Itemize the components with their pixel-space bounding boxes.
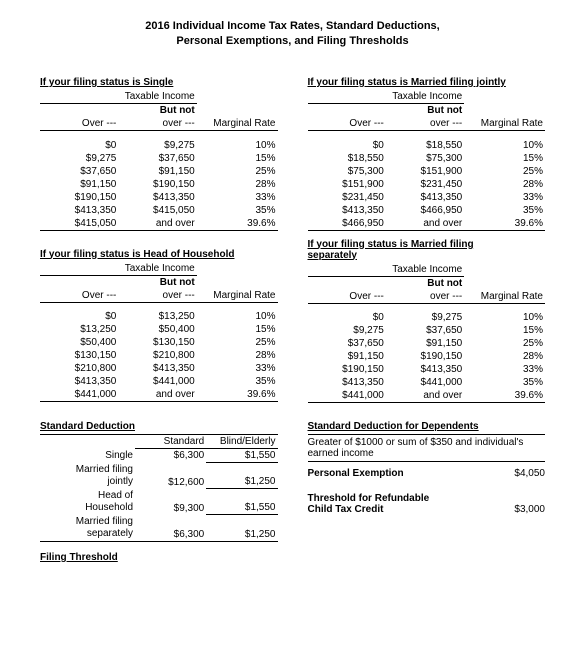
value-pe: $4,050 [514, 468, 545, 479]
col-single: If your filing status is Single Taxable … [40, 67, 278, 231]
col-hoh: If your filing status is Head of Househo… [40, 239, 278, 404]
th-over: Over --- [40, 117, 118, 131]
table-row: $190,150$413,35033% [308, 363, 546, 376]
table-row: $415,050and over39.6% [40, 217, 278, 231]
table-row: Head ofHousehold $9,300 $1,550 [40, 489, 278, 515]
th-blind: Blind/Elderly [206, 435, 277, 449]
columns-row3: Standard Deduction Standard Blind/Elderl… [40, 411, 545, 565]
table-row: $413,350$466,95035% [308, 204, 546, 217]
tbody-mfj: $0$18,55010%$18,550$75,30015%$75,300$151… [308, 139, 546, 231]
table-row: $466,950and over39.6% [308, 217, 546, 231]
tbody-mfs: $0$9,27510%$9,275$37,65015%$37,650$91,15… [308, 311, 546, 403]
heading-stdded: Standard Deduction [40, 421, 278, 432]
table-row: $441,000and over39.6% [308, 389, 546, 403]
table-row: $0$9,27510% [40, 139, 278, 152]
heading-mfj: If your filing status is Married filing … [308, 77, 546, 88]
th-taxinc: Taxable Income [40, 90, 197, 104]
columns-row1: If your filing status is Single Taxable … [40, 67, 545, 231]
table-row: $130,150$210,80028% [40, 349, 278, 362]
note-depded: Greater of $1000 or sum of $350 and indi… [308, 434, 546, 462]
table-row: $91,150$190,15028% [40, 178, 278, 191]
title-line1: 2016 Individual Income Tax Rates, Standa… [40, 20, 545, 32]
row-personal-exemption: Personal Exemption $4,050 [308, 468, 546, 479]
tbody-single: $0$9,27510%$9,275$37,65015%$37,650$91,15… [40, 139, 278, 231]
heading-mfs-1: If your filing status is Married filing [308, 239, 546, 250]
col-stdded: Standard Deduction Standard Blind/Elderl… [40, 411, 278, 565]
table-row: $75,300$151,90025% [308, 165, 546, 178]
table-row: Single $6,300 $1,550 [40, 449, 278, 463]
table-row: $0$13,25010% [40, 310, 278, 323]
th-rate: Marginal Rate [197, 117, 278, 131]
title-line2: Personal Exemptions, and Filing Threshol… [40, 35, 545, 47]
table-mfj: Taxable Income But not Over ---over ---M… [308, 90, 546, 231]
table-hoh: Taxable Income But not Over ---over ---M… [40, 262, 278, 403]
table-row: $210,800$413,35033% [40, 362, 278, 375]
heading-filingthresh: Filing Threshold [40, 552, 278, 563]
label-pe: Personal Exemption [308, 468, 404, 479]
columns-row2: If your filing status is Head of Househo… [40, 239, 545, 404]
table-row: $413,350$441,00035% [308, 376, 546, 389]
heading-depded: Standard Deduction for Dependents [308, 421, 546, 432]
table-row: $441,000and over39.6% [40, 388, 278, 402]
table-row: $151,900$231,45028% [308, 178, 546, 191]
value-ctc: $3,000 [514, 504, 545, 515]
table-row: $0$9,27510% [308, 311, 546, 324]
table-row: $91,150$190,15028% [308, 350, 546, 363]
heading-mfs-2: separately [308, 250, 546, 261]
table-row: $9,275$37,65015% [308, 324, 546, 337]
table-row: $0$18,55010% [308, 139, 546, 152]
table-row: $231,450$413,35033% [308, 191, 546, 204]
table-row: Married filingseparately $6,300 $1,250 [40, 515, 278, 542]
table-row: $37,650$91,15025% [40, 165, 278, 178]
table-stdded: Standard Blind/Elderly Single $6,300 $1,… [40, 434, 278, 542]
table-row: Married filingjointly $12,600 $1,250 [40, 463, 278, 489]
table-row: $190,150$413,35033% [40, 191, 278, 204]
heading-single: If your filing status is Single [40, 77, 278, 88]
th-butnot: But not [118, 104, 196, 118]
heading-hoh: If your filing status is Head of Househo… [40, 249, 278, 260]
th-over2: over --- [118, 117, 196, 131]
table-row: $37,650$91,15025% [308, 337, 546, 350]
label-ctc2: Child Tax Credit [308, 504, 384, 515]
table-row: $9,275$37,65015% [40, 152, 278, 165]
col-mfj: If your filing status is Married filing … [308, 67, 546, 231]
row-ctc: Child Tax Credit $3,000 [308, 504, 546, 515]
table-row: $50,400$130,15025% [40, 336, 278, 349]
th-standard: Standard [135, 435, 206, 449]
table-row: $413,350$415,05035% [40, 204, 278, 217]
tbody-hoh: $0$13,25010%$13,250$50,40015%$50,400$130… [40, 310, 278, 402]
table-mfs: Taxable Income But not Over ---over ---M… [308, 263, 546, 404]
table-row: $13,250$50,40015% [40, 323, 278, 336]
table-row: $18,550$75,30015% [308, 152, 546, 165]
table-single: Taxable Income But not Over ---over ---M… [40, 90, 278, 231]
col-depded: Standard Deduction for Dependents Greate… [308, 411, 546, 565]
label-ctc1: Threshold for Refundable [308, 493, 546, 504]
page: 2016 Individual Income Tax Rates, Standa… [0, 0, 585, 585]
col-mfs: If your filing status is Married filing … [308, 239, 546, 404]
table-row: $413,350$441,00035% [40, 375, 278, 388]
